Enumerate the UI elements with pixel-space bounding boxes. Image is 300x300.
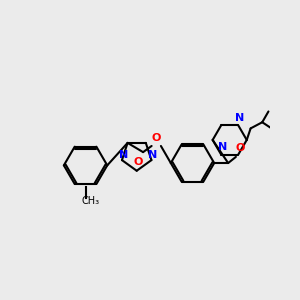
Text: O: O bbox=[236, 143, 245, 153]
Text: N: N bbox=[218, 142, 227, 152]
Text: N: N bbox=[148, 150, 158, 160]
Text: O: O bbox=[152, 133, 161, 142]
Text: N: N bbox=[235, 113, 244, 123]
Text: CH₃: CH₃ bbox=[82, 196, 100, 206]
Text: N: N bbox=[119, 150, 128, 160]
Text: O: O bbox=[134, 157, 143, 166]
